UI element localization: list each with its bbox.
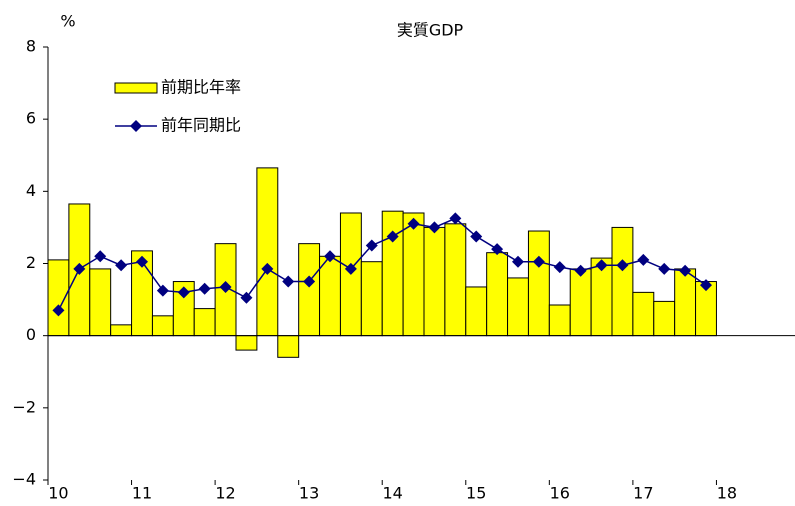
line-marker — [553, 261, 566, 274]
bar — [465, 286, 488, 337]
line-marker — [679, 264, 692, 277]
bar — [89, 268, 112, 337]
bar — [507, 277, 529, 337]
bar — [569, 268, 592, 337]
line-marker — [365, 239, 378, 252]
bar — [381, 210, 404, 337]
legend-marker — [130, 120, 142, 132]
line-marker — [658, 262, 671, 275]
bar — [193, 308, 216, 337]
x-tick-label: 17 — [633, 484, 653, 503]
line-marker — [198, 282, 211, 295]
bar — [235, 335, 258, 351]
bar — [256, 167, 279, 337]
bar — [444, 223, 467, 337]
bar — [653, 300, 676, 337]
line-marker — [532, 255, 545, 268]
x-tick-label: 14 — [382, 484, 402, 503]
x-tick-label: 16 — [550, 484, 570, 503]
y-tick-label: 4 — [26, 181, 36, 200]
line-marker — [512, 255, 524, 268]
line-marker — [595, 259, 608, 272]
line-marker — [73, 262, 86, 275]
line-marker — [52, 304, 65, 317]
bar — [527, 230, 550, 337]
line-marker — [637, 253, 650, 266]
bar — [110, 324, 133, 337]
line-marker — [700, 279, 712, 292]
line-marker — [219, 280, 232, 293]
line-marker — [491, 243, 504, 256]
legend-label: 前年同期比 — [161, 116, 241, 135]
line-marker — [261, 262, 274, 275]
line-marker — [449, 212, 462, 225]
y-tick-label: −2 — [12, 397, 36, 416]
y-tick-label: 0 — [26, 325, 36, 344]
line-marker — [240, 291, 253, 304]
legend-swatch — [114, 82, 158, 94]
line-marker — [282, 275, 295, 288]
line-marker — [344, 262, 357, 275]
line-marker — [115, 259, 128, 272]
line-marker — [136, 255, 148, 268]
x-tick-label: 13 — [299, 484, 319, 503]
bar — [548, 304, 571, 337]
bar — [632, 291, 655, 337]
bar — [277, 335, 300, 358]
line-marker — [303, 275, 316, 288]
bar — [298, 243, 321, 337]
bar — [47, 259, 70, 337]
bar — [674, 268, 697, 337]
line-marker — [428, 221, 441, 234]
x-tick-label: 11 — [132, 484, 152, 503]
bar — [360, 261, 383, 337]
bar — [486, 252, 509, 337]
bar — [611, 226, 634, 337]
line-marker — [324, 250, 336, 263]
x-tick-label: 10 — [48, 484, 68, 503]
chart-title: 実質GDP — [397, 21, 464, 40]
x-tick-label: 12 — [215, 484, 235, 503]
line-marker — [616, 259, 629, 272]
line-marker — [386, 230, 399, 243]
line-marker — [574, 264, 587, 277]
bar — [423, 226, 446, 337]
line-marker — [407, 217, 420, 230]
x-tick-label: 18 — [717, 484, 737, 503]
bar — [151, 315, 174, 337]
y-tick-label: 8 — [26, 37, 36, 56]
legend-label: 前期比年率 — [161, 78, 241, 97]
y-tick-label: −4 — [12, 470, 36, 489]
y-tick-label: 2 — [26, 253, 36, 272]
line-marker — [94, 250, 107, 263]
y-axis-label: % — [60, 12, 75, 31]
bar — [402, 212, 425, 337]
bar — [319, 255, 341, 337]
y-tick-label: 6 — [26, 109, 36, 128]
line-marker — [177, 286, 190, 299]
line-marker — [470, 230, 483, 243]
line-marker — [156, 284, 169, 297]
x-tick-label: 15 — [466, 484, 486, 503]
